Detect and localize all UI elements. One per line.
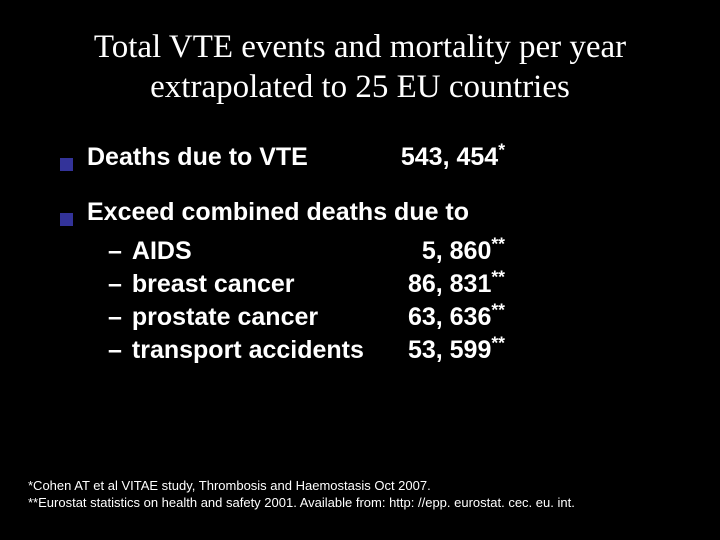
exceed-list: – AIDS 5, 860** – breast cancer 86, 831*… [60, 237, 660, 365]
item-label: prostate cancer [132, 303, 318, 332]
item-number: 5, 860 [422, 237, 492, 265]
footnote-line: *Cohen AT et al VITAE study, Thrombosis … [28, 478, 692, 495]
dash-icon: – [108, 303, 122, 332]
item-marker: ** [491, 333, 505, 353]
exceed-heading: Exceed combined deaths due to [87, 198, 469, 227]
main-stat-marker: * [498, 140, 505, 160]
item-number: 63, 636 [408, 303, 491, 331]
item-number: 86, 831 [408, 270, 491, 298]
item-marker: ** [491, 300, 505, 320]
list-item: – transport accidents 53, 599** [108, 336, 660, 365]
dash-icon: – [108, 237, 122, 266]
slide-content: Deaths due to VTE 543, 454* Exceed combi… [0, 117, 720, 365]
item-value: 63, 636** [408, 303, 660, 332]
item-value: 5, 860** [422, 237, 660, 266]
dash-icon: – [108, 336, 122, 365]
item-marker: ** [491, 234, 505, 254]
dash-icon: – [108, 270, 122, 299]
main-stat-row: Deaths due to VTE 543, 454* [60, 143, 660, 172]
item-label: AIDS [132, 237, 192, 266]
slide-title: Total VTE events and mortality per year … [0, 0, 720, 117]
footnote-line: **Eurostat statistics on health and safe… [28, 495, 692, 512]
item-value: 86, 831** [408, 270, 660, 299]
bullet-square-icon [60, 213, 73, 226]
item-label: breast cancer [132, 270, 295, 299]
footnotes: *Cohen AT et al VITAE study, Thrombosis … [28, 478, 692, 512]
main-stat-label: Deaths due to VTE [87, 143, 308, 172]
list-item: – breast cancer 86, 831** [108, 270, 660, 299]
item-value: 53, 599** [408, 336, 660, 365]
bullet-square-icon [60, 158, 73, 171]
list-item: – AIDS 5, 860** [108, 237, 660, 266]
item-label: transport accidents [132, 336, 364, 365]
item-number: 53, 599 [408, 336, 491, 364]
item-marker: ** [491, 267, 505, 287]
main-stat-value: 543, 454* [401, 143, 660, 172]
main-stat-number: 543, 454 [401, 143, 498, 171]
exceed-heading-row: Exceed combined deaths due to [60, 198, 660, 227]
list-item: – prostate cancer 63, 636** [108, 303, 660, 332]
